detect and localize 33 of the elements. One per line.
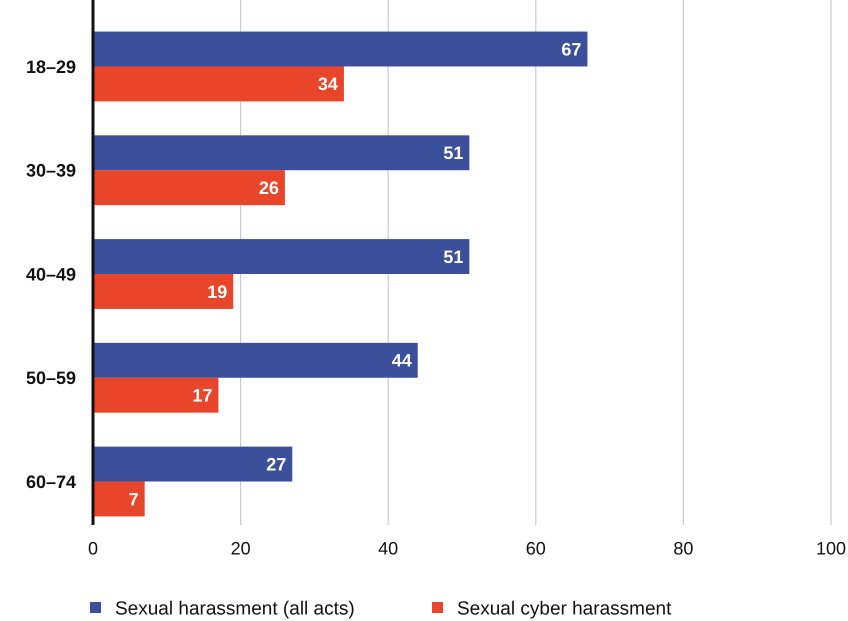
x-tick-label: 80 xyxy=(673,538,694,558)
data-label: 44 xyxy=(392,350,412,371)
data-label: 17 xyxy=(192,386,212,406)
data-label: 19 xyxy=(207,282,228,302)
x-tick-label: 40 xyxy=(378,538,398,558)
data-label: 51 xyxy=(443,246,464,267)
x-tick-label: 100 xyxy=(816,538,846,558)
bar xyxy=(93,274,234,309)
legend-label: Sexual cyber harassment xyxy=(457,598,672,620)
data-label: 27 xyxy=(266,454,286,474)
y-tick-label: 60–74 xyxy=(26,472,76,492)
bar xyxy=(93,378,218,413)
bar xyxy=(93,66,344,102)
y-tick-label: 30–39 xyxy=(26,160,76,181)
legend-label: Sexual harassment (all acts) xyxy=(115,598,355,620)
y-tick-label: 40–49 xyxy=(26,264,76,284)
x-tick-label: 60 xyxy=(526,538,546,558)
bar xyxy=(93,482,145,516)
bar xyxy=(93,239,470,274)
data-label: 34 xyxy=(318,74,338,94)
data-label: 51 xyxy=(443,143,464,164)
y-tick-label: 50–59 xyxy=(26,368,76,388)
bar xyxy=(93,446,292,482)
bar xyxy=(93,32,588,66)
y-tick-label: 18–29 xyxy=(26,56,76,77)
x-tick-label: 20 xyxy=(230,538,251,558)
x-tick-label: 0 xyxy=(88,538,98,558)
data-label: 7 xyxy=(128,489,139,510)
data-label: 67 xyxy=(561,39,582,60)
bar xyxy=(93,342,418,378)
bar xyxy=(93,170,285,206)
data-label: 26 xyxy=(258,178,279,198)
bar xyxy=(93,135,470,170)
